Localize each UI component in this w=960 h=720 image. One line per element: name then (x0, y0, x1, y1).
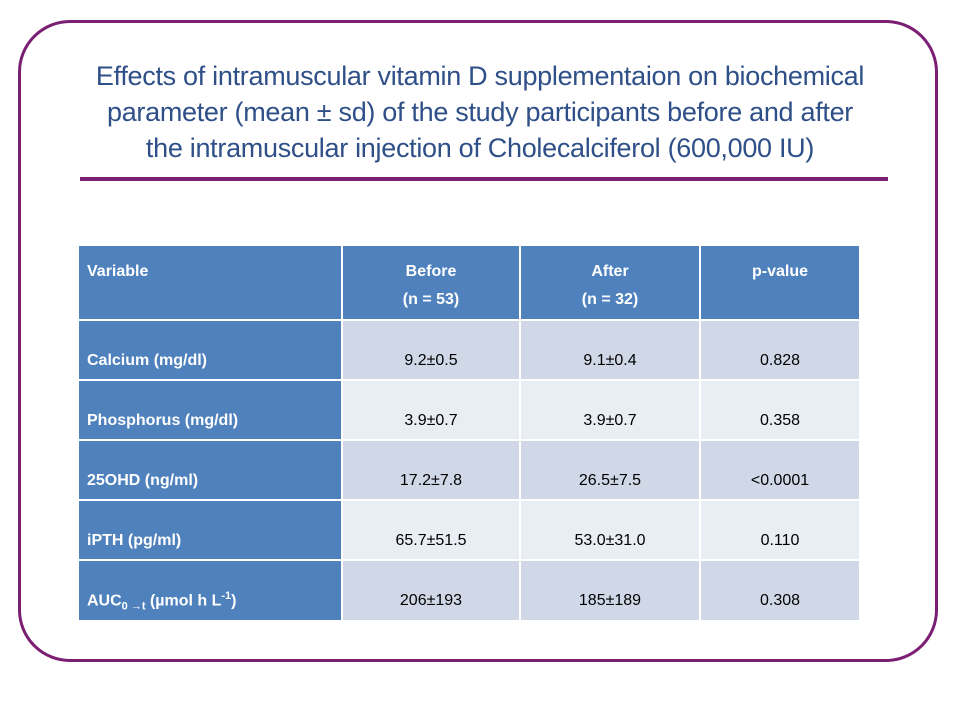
row-pvalue: <0.0001 (700, 439, 859, 500)
title-line-3: the intramuscular injection of Cholecalc… (145, 133, 815, 163)
header-before-n: (n = 53) (402, 291, 460, 308)
row-variable: AUC0 →t (µmol h L-1) (79, 559, 343, 620)
results-table: Variable Before (n = 53) After (n = 32) … (79, 246, 859, 620)
row-pvalue: 0.358 (700, 379, 859, 440)
title-underline (80, 177, 888, 181)
row-after: 26.5±7.5 (520, 439, 701, 500)
row-before: 3.9±0.7 (342, 379, 521, 440)
table-row: AUC0 →t (µmol h L-1) 206±193 185±189 0.3… (79, 559, 859, 620)
slide-title: Effects of intramuscular vitamin D suppl… (70, 58, 890, 166)
header-variable: Variable (79, 246, 343, 320)
row-before: 17.2±7.8 (342, 439, 521, 500)
row-after: 3.9±0.7 (520, 379, 701, 440)
row-after: 185±189 (520, 559, 701, 620)
row-before: 206±193 (342, 559, 521, 620)
row-after: 53.0±31.0 (520, 499, 701, 560)
row-after: 9.1±0.4 (520, 319, 701, 380)
row-variable: Phosphorus (mg/dl) (79, 379, 343, 440)
title-line-1: Effects of intramuscular vitamin D suppl… (95, 61, 865, 91)
header-after: After (n = 32) (520, 246, 701, 320)
row-pvalue: 0.828 (700, 319, 859, 380)
row-pvalue: 0.308 (700, 559, 859, 620)
slide-frame (18, 20, 938, 662)
header-before: Before (n = 53) (342, 246, 521, 320)
row-pvalue: 0.110 (700, 499, 859, 560)
row-before: 9.2±0.5 (342, 319, 521, 380)
title-line-2: parameter (mean ± sd) of the study parti… (106, 97, 854, 127)
row-variable-subscript: 0 →t (121, 600, 146, 613)
row-before: 65.7±51.5 (342, 499, 521, 560)
row-variable: Calcium (mg/dl) (79, 319, 343, 380)
table-row: 25OHD (ng/ml) 17.2±7.8 26.5±7.5 <0.0001 (79, 439, 859, 500)
row-variable-base: AUC (87, 592, 122, 610)
table-row: Phosphorus (mg/dl) 3.9±0.7 3.9±0.7 0.358 (79, 379, 859, 440)
row-variable: iPTH (pg/ml) (79, 499, 343, 560)
table-row: Calcium (mg/dl) 9.2±0.5 9.1±0.4 0.828 (79, 319, 859, 380)
header-after-n: (n = 32) (581, 291, 639, 308)
row-variable-superscript: -1 (221, 589, 232, 602)
table-row: iPTH (pg/ml) 65.7±51.5 53.0±31.0 0.110 (79, 499, 859, 560)
row-variable: 25OHD (ng/ml) (79, 439, 343, 500)
table-header-row: Variable Before (n = 53) After (n = 32) … (79, 246, 859, 320)
header-pvalue: p-value (700, 246, 859, 320)
header-before-label: Before (405, 263, 457, 280)
row-variable-unit: (µmol h L (145, 592, 222, 610)
row-variable-close: ) (231, 592, 237, 610)
header-after-label: After (591, 263, 629, 280)
